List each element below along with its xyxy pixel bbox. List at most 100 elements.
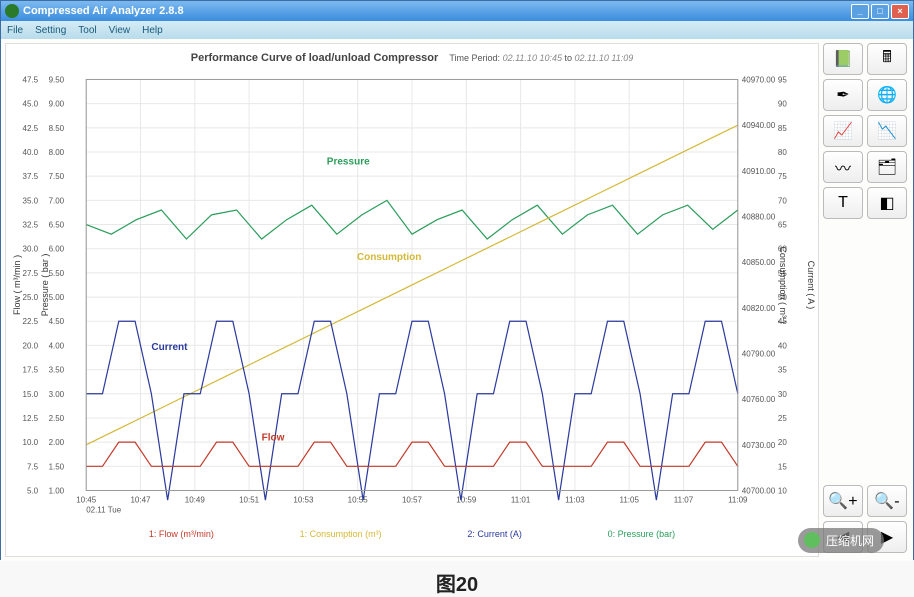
svg-text:4.00: 4.00 [49,341,65,350]
svg-text:95: 95 [778,75,787,84]
legend-item: 0: Pressure (bar) [608,529,676,539]
chart-wave-icon[interactable]: 〰 [823,151,863,183]
svg-text:5.00: 5.00 [49,293,65,302]
svg-text:10:53: 10:53 [293,496,314,505]
menu-setting[interactable]: Setting [35,25,66,36]
svg-text:9.50: 9.50 [49,75,65,84]
time-period: Time Period: 02.11.10 10:45 to 02.11.10 … [449,53,633,63]
svg-text:40970.00: 40970.00 [742,75,776,84]
svg-text:5.50: 5.50 [49,269,65,278]
svg-text:42.5: 42.5 [23,124,39,133]
content-area: Performance Curve of load/unload Compres… [1,39,913,561]
legend-item: 1: Flow (m³/min) [149,529,214,539]
svg-text:20.0: 20.0 [23,341,39,350]
svg-text:Pressure ( bar ): Pressure ( bar ) [40,254,50,317]
svg-text:47.5: 47.5 [23,75,39,84]
svg-text:40700.00: 40700.00 [742,486,776,495]
app-window: Compressed Air Analyzer 2.8.8 _ □ × File… [0,0,914,560]
svg-text:7.5: 7.5 [27,462,39,471]
menu-tool[interactable]: Tool [78,25,96,36]
svg-text:3.00: 3.00 [49,390,65,399]
pen-icon[interactable]: ✒ [823,79,863,111]
svg-text:4.50: 4.50 [49,317,65,326]
app-icon [5,4,19,18]
svg-text:80: 80 [778,148,787,157]
svg-text:10:45: 10:45 [76,496,97,505]
svg-text:7.00: 7.00 [49,196,65,205]
svg-text:32.5: 32.5 [23,221,39,230]
svg-text:10:51: 10:51 [239,496,260,505]
svg-text:10:59: 10:59 [456,496,477,505]
svg-text:25.0: 25.0 [23,293,39,302]
svg-text:30: 30 [778,390,787,399]
svg-text:10: 10 [778,486,787,495]
svg-text:27.5: 27.5 [23,269,39,278]
chart-panel: Performance Curve of load/unload Compres… [5,43,819,557]
svg-text:40940.00: 40940.00 [742,121,776,130]
zoom-in-icon[interactable]: 🔍+ [823,485,863,517]
chart-svg: 5.01.00107.51.501510.02.002012.52.502515… [6,64,818,526]
svg-text:15.0: 15.0 [23,390,39,399]
svg-text:2.50: 2.50 [49,414,65,423]
svg-text:40760.00: 40760.00 [742,395,776,404]
zoom-out-icon[interactable]: 🔍- [867,485,907,517]
chart-area-icon[interactable]: 📉 [867,115,907,147]
svg-text:8.50: 8.50 [49,124,65,133]
shape-icon[interactable]: ◧ [867,187,907,219]
svg-text:7.50: 7.50 [49,172,65,181]
svg-text:Current: Current [151,342,188,353]
close-button[interactable]: × [891,4,909,19]
svg-text:10:57: 10:57 [402,496,423,505]
notebook-icon[interactable]: 📗 [823,43,863,75]
menu-bar: File Setting Tool View Help [1,21,913,39]
svg-text:8.00: 8.00 [49,148,65,157]
svg-text:Flow: Flow [262,432,285,443]
svg-text:2.00: 2.00 [49,438,65,447]
svg-text:11:09: 11:09 [728,496,748,505]
toolbar: 📗🖩✒🌐📈📉〰🗂T◧ [823,43,909,223]
menu-view[interactable]: View [109,25,131,36]
svg-text:Consumption: Consumption [357,252,422,263]
svg-text:40790.00: 40790.00 [742,349,776,358]
maximize-button[interactable]: □ [871,4,889,19]
svg-text:35: 35 [778,366,787,375]
svg-text:6.00: 6.00 [49,245,65,254]
globe-icon[interactable]: 🌐 [867,79,907,111]
svg-text:Pressure: Pressure [327,157,370,168]
watermark: 压缩机网 [798,528,884,553]
svg-text:45.0: 45.0 [23,100,39,109]
layers-icon[interactable]: 🗂 [867,151,907,183]
svg-text:Consumption ( m³ ): Consumption ( m³ ) [778,246,788,323]
svg-text:40730.00: 40730.00 [742,441,776,450]
minimize-button[interactable]: _ [851,4,869,19]
svg-text:5.0: 5.0 [27,486,39,495]
window-title: Compressed Air Analyzer 2.8.8 [23,5,851,17]
calculator-icon[interactable]: 🖩 [867,43,907,75]
menu-help[interactable]: Help [142,25,163,36]
svg-text:85: 85 [778,124,787,133]
svg-text:10:49: 10:49 [185,496,206,505]
svg-text:40910.00: 40910.00 [742,167,776,176]
text-icon[interactable]: T [823,187,863,219]
menu-file[interactable]: File [7,25,23,36]
svg-text:1.50: 1.50 [49,462,65,471]
svg-text:11:03: 11:03 [565,496,585,505]
svg-text:40.0: 40.0 [23,148,39,157]
svg-text:30.0: 30.0 [23,245,39,254]
window-controls: _ □ × [851,4,909,19]
legend-item: 1: Consumption (m³) [300,529,382,539]
legend-item: 2: Current (A) [467,529,522,539]
chart-line-icon[interactable]: 📈 [823,115,863,147]
svg-text:10.0: 10.0 [23,438,39,447]
svg-text:6.50: 6.50 [49,221,65,230]
svg-text:11:05: 11:05 [619,496,639,505]
svg-text:37.5: 37.5 [23,172,39,181]
svg-text:40880.00: 40880.00 [742,212,776,221]
svg-text:12.5: 12.5 [23,414,39,423]
svg-text:10:47: 10:47 [130,496,151,505]
chart-title: Performance Curve of load/unload Compres… [6,44,818,64]
svg-text:3.50: 3.50 [49,366,65,375]
svg-text:15: 15 [778,462,787,471]
svg-text:70: 70 [778,196,787,205]
svg-text:25: 25 [778,414,787,423]
